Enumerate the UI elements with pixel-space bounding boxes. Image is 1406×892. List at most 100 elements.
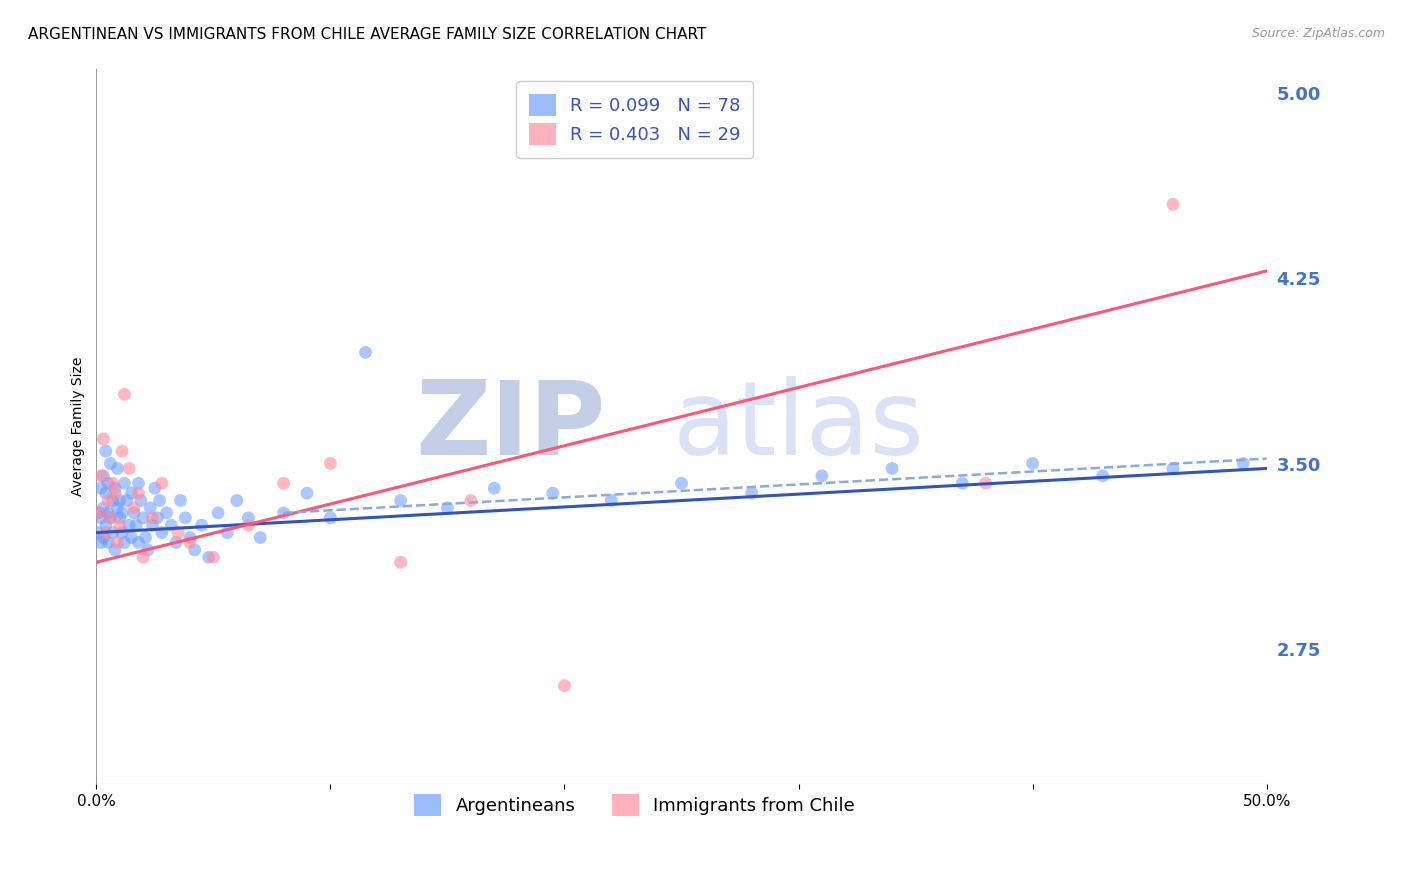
Point [122,506,145,520]
Point [90,481,112,495]
Point [94,444,117,458]
Point [94,525,117,540]
Point [108,511,131,525]
Point [104,542,127,557]
Point [104,486,127,500]
Point [141,518,163,533]
Point [319,511,342,525]
Point [129,493,152,508]
Point [127,535,149,549]
Point [273,506,295,520]
Point [114,476,136,491]
Point [87,506,110,520]
Point [104,481,127,495]
Point [217,525,239,540]
Point [101,525,124,540]
Point [127,476,149,491]
Point [120,486,142,500]
Point [94,486,117,500]
Point [238,511,260,525]
Point [94,518,117,533]
Point [671,476,693,491]
Point [155,506,177,520]
Point [273,476,295,491]
Point [108,493,131,508]
Point [101,493,124,508]
Point [87,506,110,520]
Point [87,525,110,540]
Point [150,525,173,540]
Point [553,679,575,693]
Point [190,518,212,533]
Point [249,531,271,545]
Point [354,345,377,359]
Point [125,518,148,533]
Point [436,500,458,515]
Point [207,506,229,520]
Text: atlas: atlas [672,376,924,477]
Point [93,531,115,545]
Point [238,518,260,533]
Point [93,432,115,446]
Point [950,476,973,491]
Legend: Argentineans, Immigrants from Chile: Argentineans, Immigrants from Chile [405,786,865,825]
Point [115,493,138,508]
Point [143,481,166,495]
Point [179,531,201,545]
Point [600,493,623,508]
Point [169,493,191,508]
Text: ARGENTINEAN VS IMMIGRANTS FROM CHILE AVERAGE FAMILY SIZE CORRELATION CHART: ARGENTINEAN VS IMMIGRANTS FROM CHILE AVE… [28,27,706,42]
Point [1161,461,1184,475]
Point [100,511,122,525]
Point [97,476,120,491]
Point [167,525,190,540]
Point [136,542,159,557]
Point [974,476,997,491]
Text: Source: ZipAtlas.com: Source: ZipAtlas.com [1251,27,1385,40]
Point [97,535,120,549]
Point [460,493,482,508]
Point [111,525,134,540]
Point [1021,457,1043,471]
Point [118,461,141,475]
Point [148,493,170,508]
Point [93,468,115,483]
Point [101,476,124,491]
Point [90,468,112,483]
Point [174,511,197,525]
Point [295,486,318,500]
Point [107,500,129,515]
Point [108,518,131,533]
Point [202,550,225,565]
Point [882,461,904,475]
Point [114,387,136,401]
Y-axis label: Average Family Size: Average Family Size [72,357,86,496]
Point [389,493,412,508]
Point [319,457,342,471]
Point [183,542,205,557]
Point [141,511,163,525]
Point [139,500,162,515]
Point [197,550,219,565]
Point [100,457,122,471]
Point [1161,197,1184,211]
Point [389,555,412,569]
Point [225,493,247,508]
Point [134,531,156,545]
Point [484,481,506,495]
Point [120,531,142,545]
Point [132,550,155,565]
Point [811,468,834,483]
Point [111,444,134,458]
Text: ZIP: ZIP [415,376,606,477]
Point [132,511,155,525]
Point [146,511,169,525]
Point [741,486,763,500]
Point [114,535,136,549]
Point [150,476,173,491]
Point [111,506,134,520]
Point [107,461,129,475]
Point [179,535,201,549]
Point [1232,457,1254,471]
Point [122,500,145,515]
